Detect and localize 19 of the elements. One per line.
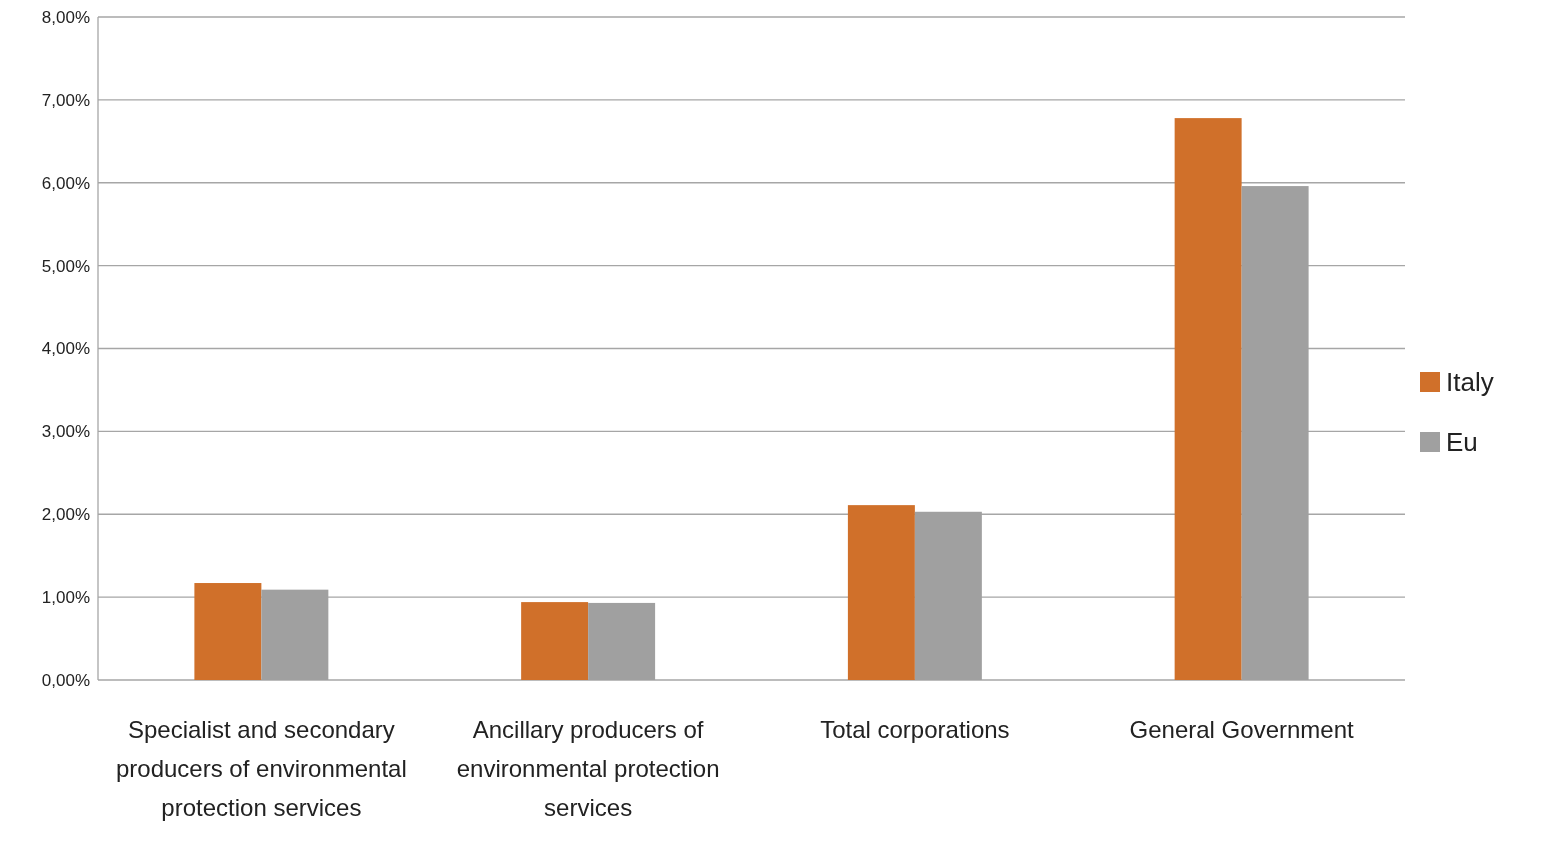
y-tick-label: 3,00%	[41, 422, 90, 442]
y-tick-label: 5,00%	[41, 256, 90, 276]
y-tick-label: 7,00%	[41, 90, 90, 110]
y-tick-label: 4,00%	[41, 339, 90, 359]
x-tick-label: Total corporations	[820, 716, 1010, 743]
y-tick-label: 2,00%	[41, 505, 90, 525]
bar	[521, 602, 589, 680]
bar	[1174, 118, 1242, 680]
y-tick-label: 0,00%	[41, 670, 90, 690]
y-tick-label: 1,00%	[41, 588, 90, 608]
legend-label: Italy	[1446, 367, 1494, 398]
x-tick-label: General Government	[1129, 716, 1355, 743]
y-tick-label: 8,00%	[41, 7, 90, 27]
bar	[847, 505, 915, 680]
legend-label: Eu	[1446, 427, 1478, 458]
bar	[194, 583, 262, 680]
x-tick-label: Specialist and secondary producers of environmental protection services	[115, 716, 407, 821]
x-tick-label: Ancillary producers of environmental protection services	[456, 716, 720, 821]
y-tick-label: 6,00%	[41, 173, 90, 193]
